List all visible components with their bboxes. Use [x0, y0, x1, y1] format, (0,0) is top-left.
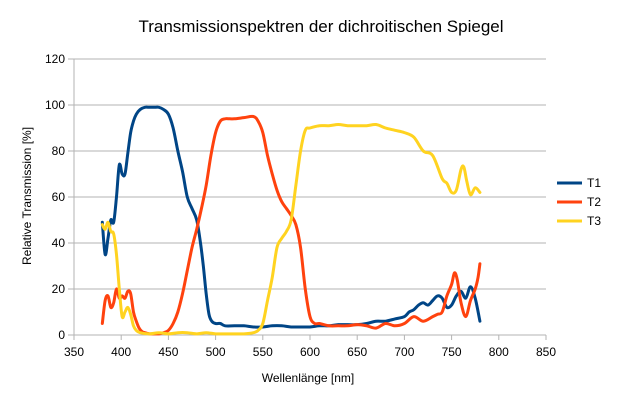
y-axis-label: Relative Transmission [%]	[20, 127, 34, 265]
x-tick-label: 550	[253, 345, 273, 359]
series-line-t2	[100, 114, 482, 336]
y-tick-label: 0	[58, 328, 65, 342]
y-tick-labels: 0 20 40 60 80 100 120	[45, 52, 65, 342]
x-tick-label: 700	[394, 345, 414, 359]
y-tick-label: 100	[45, 98, 65, 112]
series-line-t3	[100, 122, 482, 336]
y-tick-label: 60	[52, 190, 66, 204]
chart-title: Transmissionspektren der dichroitischen …	[138, 17, 503, 36]
series-lines	[100, 105, 482, 336]
x-tick-label: 350	[64, 345, 84, 359]
x-tick-label: 800	[489, 345, 509, 359]
legend-label-t1: T1	[587, 176, 601, 190]
y-tick-label: 20	[52, 282, 66, 296]
series-line-t1	[100, 105, 482, 329]
legend-label-t2: T2	[587, 195, 601, 209]
x-tick-label: 750	[442, 345, 462, 359]
y-tick-label: 120	[45, 52, 65, 66]
y-tick-label: 40	[52, 236, 66, 250]
x-tick-label: 650	[347, 345, 367, 359]
gridlines	[74, 58, 546, 290]
y-tick-label: 80	[52, 144, 66, 158]
x-tick-label: 500	[206, 345, 226, 359]
legend-label-t3: T3	[587, 214, 601, 228]
x-tick-label: 850	[536, 345, 556, 359]
legend: T1 T2 T3	[557, 176, 601, 228]
x-axis-label: Wellenlänge [nm]	[262, 371, 355, 385]
x-tick-label: 400	[111, 345, 131, 359]
x-tick-labels: 350 400 450 500 550 600 650 700 750 800 850	[64, 345, 556, 359]
x-tick-label: 600	[300, 345, 320, 359]
x-tick-label: 450	[158, 345, 178, 359]
